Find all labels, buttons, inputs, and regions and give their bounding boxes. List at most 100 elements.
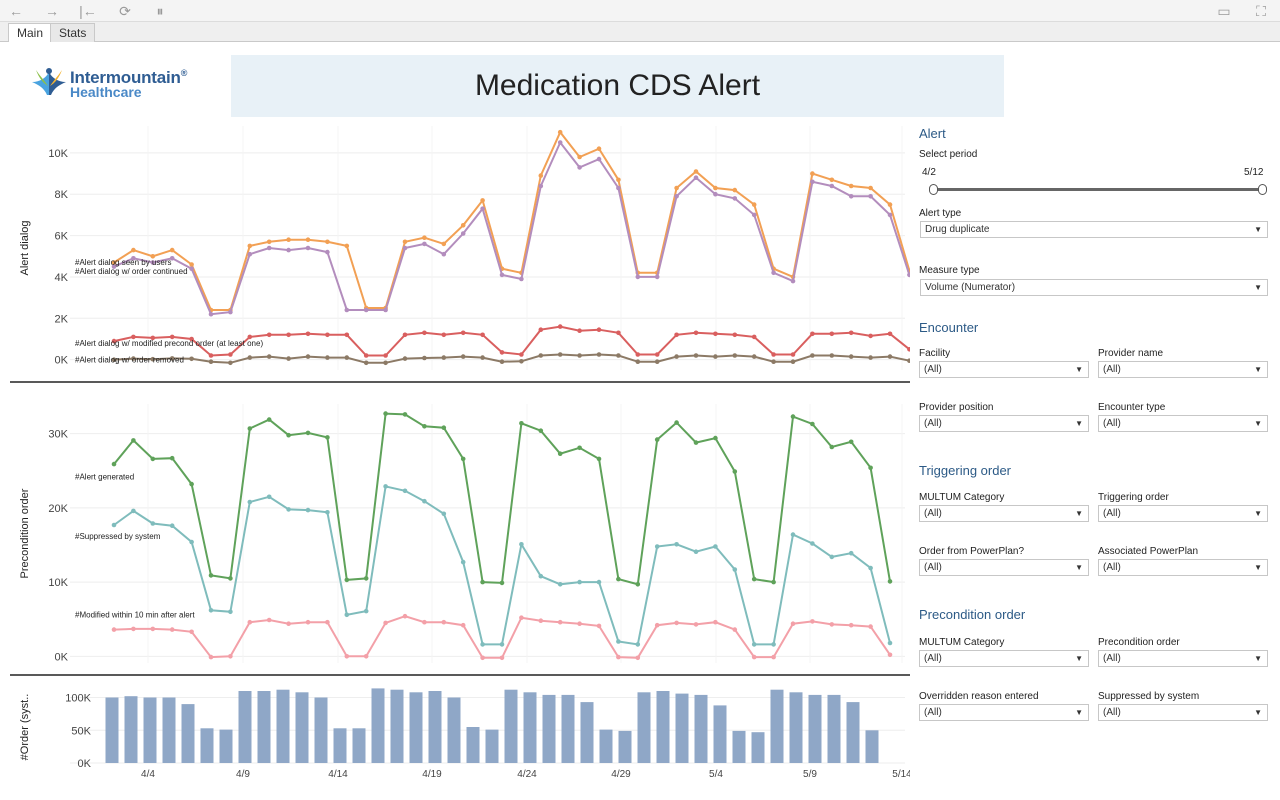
data-point	[810, 541, 815, 546]
data-point	[810, 619, 815, 624]
multum-category-trig-label: MULTUM Category	[919, 492, 1005, 503]
data-point	[654, 359, 660, 364]
encounter-type-dropdown[interactable]: (All) ▼	[1098, 415, 1268, 432]
data-point	[286, 247, 291, 253]
data-point	[616, 330, 621, 336]
bar	[238, 691, 252, 763]
bar	[390, 689, 404, 763]
data-point	[713, 331, 718, 337]
period-slider-end-handle[interactable]	[1258, 184, 1267, 195]
data-point	[325, 355, 330, 360]
data-point	[693, 169, 699, 174]
data-point	[228, 309, 233, 315]
comment-icon[interactable]: ▭	[1217, 3, 1231, 19]
data-point	[131, 626, 136, 632]
dashboard-title-box: Medication CDS Alert	[231, 55, 1004, 117]
data-point	[266, 332, 272, 338]
skip-to-start-icon[interactable]: |←	[79, 3, 97, 19]
back-arrow-icon[interactable]: ←	[9, 3, 23, 19]
series-line	[113, 615, 891, 659]
chevron-down-icon: ▼	[1075, 365, 1083, 374]
y-tick-label: 50K	[71, 725, 91, 737]
data-point	[402, 613, 408, 619]
forward-arrow-icon[interactable]: →	[45, 3, 59, 19]
data-point	[557, 619, 563, 625]
triggering-order-dropdown[interactable]: (All) ▼	[1098, 505, 1268, 522]
series-line	[113, 325, 910, 357]
data-point	[460, 223, 466, 228]
bar	[124, 696, 138, 763]
data-point	[460, 622, 466, 628]
suppressed-by-system-dropdown[interactable]: (All) ▼	[1098, 704, 1268, 721]
data-point	[577, 353, 582, 358]
order-bar-chart[interactable]: 100K 50K 0K #Order (syst.. 4/4 4/9 4/14 4/19 4/2…	[19, 688, 910, 780]
data-point	[596, 156, 602, 162]
data-point	[868, 355, 873, 360]
data-point	[131, 438, 136, 443]
alert-type-dropdown[interactable]: Drug duplicate ▼	[920, 221, 1268, 238]
data-point	[480, 655, 485, 661]
data-point	[422, 619, 427, 625]
data-point	[189, 262, 194, 267]
chevron-down-icon: ▼	[1075, 654, 1083, 663]
pause-icon[interactable]: ⏸	[156, 3, 164, 19]
data-point	[693, 175, 699, 180]
data-point	[887, 202, 893, 207]
bar	[561, 694, 575, 763]
data-point	[499, 580, 505, 586]
data-point	[713, 354, 718, 359]
data-point	[228, 609, 233, 615]
chevron-down-icon: ▼	[1254, 563, 1262, 572]
provider-name-dropdown[interactable]: (All) ▼	[1098, 361, 1268, 378]
data-point	[868, 624, 873, 629]
data-point	[169, 256, 175, 261]
data-point	[344, 332, 350, 338]
data-point	[480, 642, 485, 647]
data-point	[111, 260, 117, 265]
bar	[675, 693, 689, 763]
x-tick-label: 5/4	[709, 769, 723, 780]
toolbar: ← → |← ⟳ ⏸ ▭ ⛶	[0, 0, 1280, 22]
data-point	[519, 542, 524, 547]
bar	[371, 688, 385, 763]
multum-category-trig-dropdown[interactable]: (All) ▼	[919, 505, 1089, 522]
data-point	[616, 639, 621, 644]
annotation-label: #Suppressed by system	[75, 532, 161, 541]
bar	[618, 730, 632, 763]
bar	[827, 694, 841, 763]
tab-stats[interactable]: Stats	[50, 23, 96, 42]
measure-type-dropdown[interactable]: Volume (Numerator) ▼	[920, 279, 1268, 296]
period-slider-track[interactable]	[932, 188, 1264, 191]
multum-category-pre-dropdown[interactable]: (All) ▼	[919, 650, 1089, 667]
order-from-powerplan-dropdown[interactable]: (All) ▼	[919, 559, 1089, 576]
tab-main[interactable]: Main	[8, 23, 53, 42]
overridden-reason-dropdown[interactable]: (All) ▼	[919, 704, 1089, 721]
data-point	[266, 239, 272, 245]
precondition-order-chart[interactable]: 30K 20K 10K 0K Precondition order #Alert gene…	[19, 404, 905, 663]
data-point	[674, 420, 679, 425]
data-point	[208, 353, 214, 358]
data-point	[460, 559, 466, 565]
bar	[789, 692, 803, 763]
period-slider-start-handle[interactable]	[929, 184, 938, 195]
fullscreen-icon[interactable]: ⛶	[1256, 3, 1266, 19]
alert-dialog-chart[interactable]: 10K 8K 6K 4K 2K 0K Alert dialog #Alert dialog s…	[19, 126, 910, 370]
data-point	[751, 354, 757, 359]
data-point	[654, 437, 660, 442]
chevron-down-icon: ▼	[1075, 509, 1083, 518]
precondition-order-dropdown[interactable]: (All) ▼	[1098, 650, 1268, 667]
data-point	[577, 579, 582, 585]
data-point	[732, 353, 738, 358]
data-point	[150, 335, 156, 341]
provider-position-dropdown[interactable]: (All) ▼	[919, 415, 1089, 432]
associated-powerplan-dropdown[interactable]: (All) ▼	[1098, 559, 1268, 576]
chevron-down-icon: ▼	[1254, 654, 1262, 663]
refresh-icon[interactable]: ⟳	[119, 3, 131, 19]
data-point	[228, 352, 233, 357]
data-point	[887, 652, 893, 658]
facility-dropdown[interactable]: (All) ▼	[919, 361, 1089, 378]
data-point	[480, 355, 485, 360]
data-point	[635, 359, 641, 364]
y-tick-label: 10K	[48, 577, 68, 589]
data-point	[771, 654, 776, 660]
